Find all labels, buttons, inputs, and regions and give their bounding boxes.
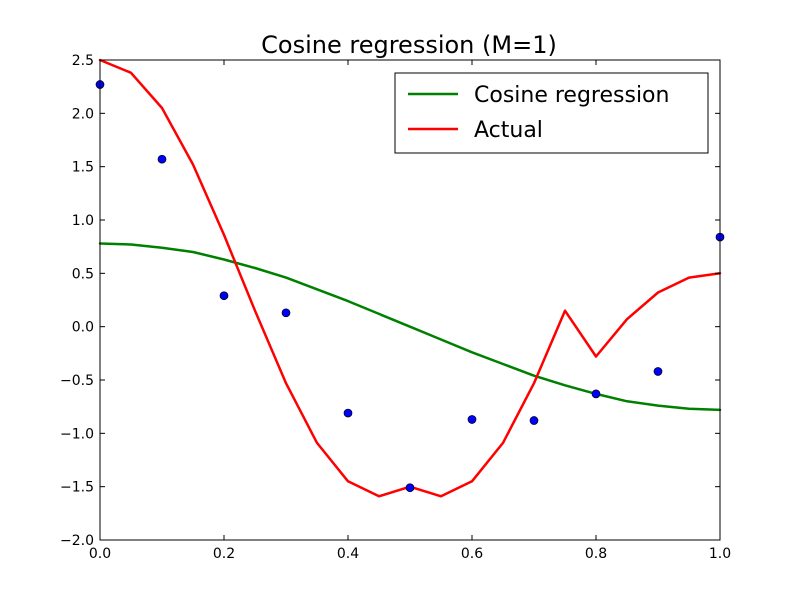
data-point — [467, 415, 477, 424]
y-tick-label: 1.0 — [72, 213, 94, 229]
data-point — [529, 416, 539, 425]
plot-area: 0.0 0.2 0.4 0.6 0.8 1.0 2.5 2.0 1.5 1.0 0.5 0.0 −0.… — [60, 53, 731, 562]
x-tick-label: 0.2 — [213, 546, 235, 562]
y-tick-label: 0.0 — [72, 320, 94, 336]
y-axis: 2.5 2.0 1.5 1.0 0.5 0.0 −0.5 −1.0 −1.5 −2.0 — [60, 53, 720, 549]
y-tick-label: 2.5 — [72, 53, 94, 69]
chart-title: Cosine regression (M=1) — [261, 31, 557, 59]
y-tick-label: −0.5 — [60, 373, 94, 389]
data-point — [591, 389, 601, 399]
data-point — [653, 367, 663, 376]
series-line-cosine-regression — [98, 242, 722, 412]
data-point — [157, 154, 167, 164]
legend-box — [394, 72, 709, 154]
y-tick-label: −2.0 — [60, 533, 94, 549]
y-tick-label: −1.0 — [60, 426, 94, 442]
y-tick-label: 0.5 — [72, 266, 94, 282]
legend-label-actual: Actual — [474, 118, 543, 143]
y-tick-label: 2.0 — [72, 106, 94, 122]
axes-frame — [99, 59, 721, 541]
data-point — [281, 308, 291, 318]
legend-label-cosine-regression: Cosine regression — [474, 83, 669, 108]
x-tick-label: 0.0 — [89, 546, 111, 562]
x-axis: 0.0 0.2 0.4 0.6 0.8 1.0 — [89, 60, 731, 562]
data-point — [343, 408, 353, 418]
y-tick-label: 1.5 — [72, 160, 94, 176]
legend: Cosine regression Actual — [394, 72, 709, 154]
x-tick-label: 0.6 — [461, 546, 483, 562]
x-tick-label: 0.4 — [337, 546, 359, 562]
data-point — [219, 291, 229, 301]
data-point — [405, 483, 415, 493]
x-tick-label: 0.8 — [585, 546, 607, 562]
x-tick-label: 1.0 — [709, 546, 731, 562]
y-tick-label: −1.5 — [60, 480, 94, 496]
